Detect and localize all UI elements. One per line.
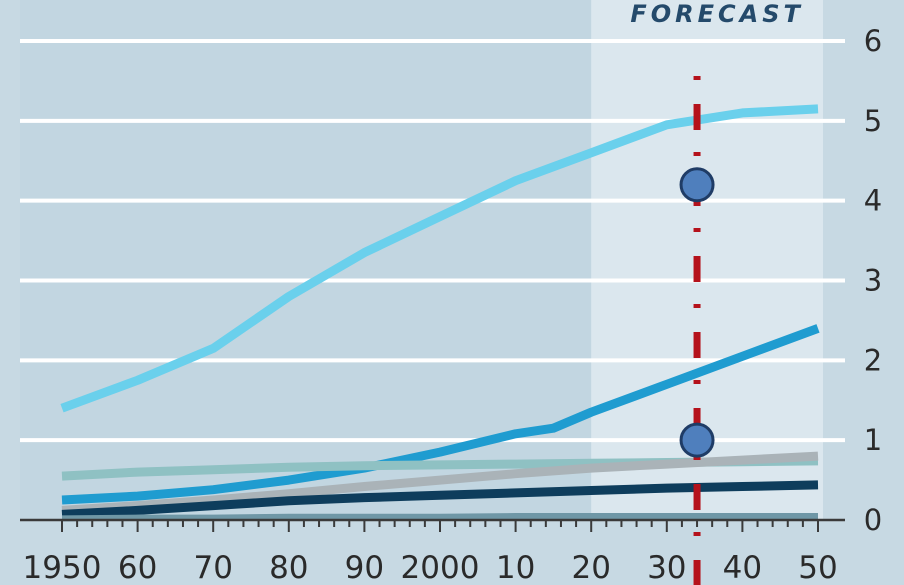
- y-tick-label: 5: [864, 104, 882, 138]
- x-tick-label: 2000: [401, 550, 480, 585]
- y-tick-label: 3: [864, 264, 882, 298]
- x-tick-label: 10: [496, 550, 535, 585]
- x-tick-label: 40: [723, 550, 762, 585]
- y-tick-label: 0: [864, 503, 882, 537]
- series-line-4: [61, 451, 819, 515]
- y-tick-label: 6: [864, 24, 882, 58]
- marker-layer: [679, 167, 715, 458]
- y-tick-label: 1: [864, 423, 882, 457]
- series-line-6: [61, 513, 818, 522]
- x-tick-label: 80: [269, 550, 308, 585]
- y-tick-label: 4: [864, 184, 882, 218]
- series-line-1: [60, 104, 819, 413]
- forecast-label: FORECAST: [630, 0, 804, 28]
- x-tick-label: 30: [647, 550, 686, 585]
- marker-point-2: [679, 422, 715, 458]
- x-tick-label: 50: [798, 550, 837, 585]
- x-tick-label: 70: [193, 550, 232, 585]
- x-tick-label: 90: [345, 550, 384, 585]
- series-line-5: [61, 480, 819, 519]
- y-axis: 0 1 2 3 4 5 6: [864, 24, 882, 537]
- series-layer: [60, 104, 820, 522]
- series-line-2: [61, 324, 820, 505]
- x-tick-label: 1950: [23, 550, 102, 585]
- x-tick-label: 60: [118, 550, 157, 585]
- x-tick-label: 20: [571, 550, 610, 585]
- y-tick-label: 2: [864, 343, 882, 377]
- marker-point-1: [679, 167, 715, 203]
- x-axis: 1950 60 70 80 90 2000 10 20 30 40 50: [20, 518, 845, 585]
